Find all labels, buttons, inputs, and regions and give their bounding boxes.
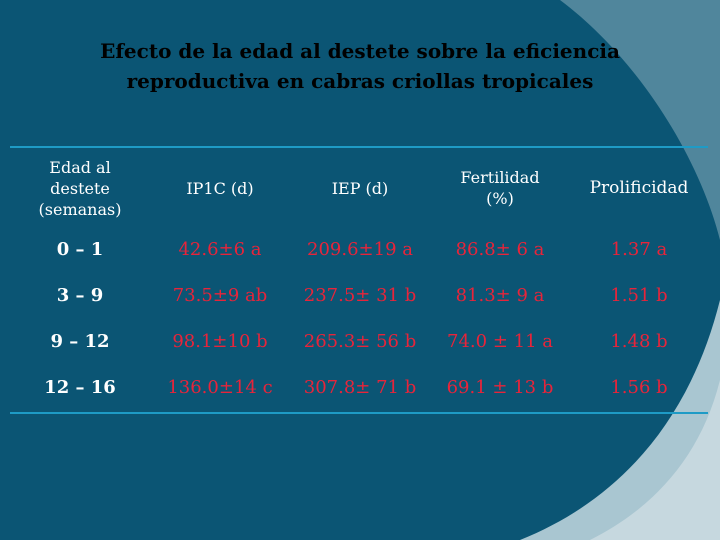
cell-prolificacy: 1.37 a (610, 238, 668, 260)
slide-title: Efecto de la edad al destete sobre la ef… (0, 36, 720, 96)
cell-iep: 265.3± 56 b (303, 330, 417, 352)
cell-fertility: 69.1 ± 13 b (446, 376, 554, 398)
header-age: Edad al destete (semanas) (10, 150, 150, 226)
table-row: 3 – 9 73.5±9 ab 237.5± 31 b 81.3± 9 a 1.… (10, 272, 708, 318)
header-iep-label: IEP (d) (331, 178, 389, 198)
table-row: 12 – 16 136.0±14 c 307.8± 71 b 69.1 ± 13… (10, 364, 708, 410)
header-fertility-line-1: Fertilidad (460, 168, 540, 187)
results-table: Edad al destete (semanas) IP1C (d) IEP (… (10, 150, 708, 410)
header-prolificacy-label: Prolificidad (589, 177, 689, 198)
header-age-line-3: (semanas) (38, 199, 122, 219)
header-prolificacy: Prolificidad (570, 150, 708, 226)
cell-ip1c: 136.0±14 c (167, 376, 273, 398)
header-ip1c-label: IP1C (d) (186, 178, 254, 198)
table-row: 9 – 12 98.1±10 b 265.3± 56 b 74.0 ± 11 a… (10, 318, 708, 364)
cell-prolificacy: 1.56 b (610, 376, 668, 398)
cell-iep: 209.6±19 a (307, 238, 413, 260)
cell-iep: 307.8± 71 b (303, 376, 417, 398)
table-header-row: Edad al destete (semanas) IP1C (d) IEP (… (10, 150, 708, 226)
cell-fertility: 74.0 ± 11 a (447, 330, 553, 352)
header-age-line-1: Edad al (49, 157, 111, 177)
row-age: 0 – 1 (56, 238, 104, 260)
header-fertility-line-2: (%) (486, 189, 514, 208)
cell-iep: 237.5± 31 b (303, 284, 417, 306)
cell-fertility: 81.3± 9 a (455, 284, 545, 306)
header-fertility: Fertilidad (%) (430, 150, 570, 226)
row-age: 12 – 16 (44, 376, 116, 398)
row-age: 9 – 12 (50, 330, 110, 352)
slide-title-line-1: Efecto de la edad al destete sobre la ef… (100, 39, 620, 63)
cell-ip1c: 73.5±9 ab (172, 284, 268, 306)
row-age: 3 – 9 (56, 284, 104, 306)
cell-fertility: 86.8± 6 a (455, 238, 545, 260)
table-top-rule (10, 146, 708, 148)
table-bottom-rule (10, 412, 708, 414)
slide-title-line-2: reproductiva en cabras criollas tropical… (126, 69, 594, 93)
cell-ip1c: 98.1±10 b (172, 330, 268, 352)
header-iep: IEP (d) (290, 150, 430, 226)
cell-ip1c: 42.6±6 a (178, 238, 262, 260)
cell-prolificacy: 1.51 b (610, 284, 668, 306)
table-row: 0 – 1 42.6±6 a 209.6±19 a 86.8± 6 a 1.37… (10, 226, 708, 272)
header-age-line-2: destete (50, 178, 110, 198)
header-ip1c: IP1C (d) (150, 150, 290, 226)
cell-prolificacy: 1.48 b (610, 330, 668, 352)
